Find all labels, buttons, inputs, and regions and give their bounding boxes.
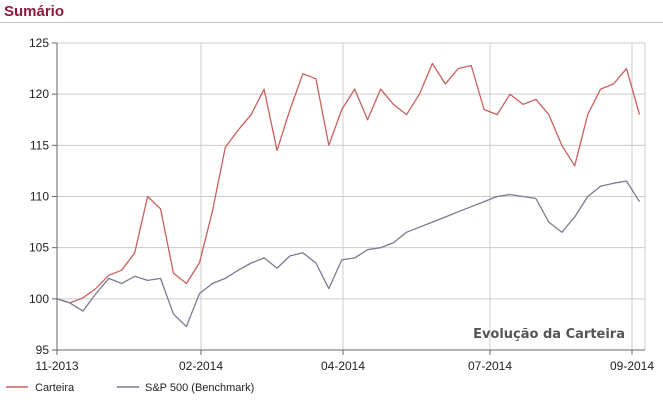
- chart-axes: [52, 42, 645, 355]
- chart-tick-labels: 95 100 105 110 115 120 125 11-2013 02-2014 04-201…: [29, 36, 654, 373]
- y-tick-label: 100: [29, 292, 49, 306]
- series-line-carteira: [56, 62, 641, 304]
- y-tick-label: 120: [29, 87, 49, 101]
- x-tick-label: 02-2014: [179, 359, 223, 373]
- y-tick-label: 105: [29, 241, 49, 255]
- y-tick-label: 115: [30, 138, 49, 152]
- legend-label-benchmark: S&P 500 (Benchmark): [145, 382, 254, 394]
- chart-title: Evolução da Carteira: [473, 327, 625, 342]
- y-tick-label: 95: [36, 343, 50, 357]
- x-tick-label: 07-2014: [468, 359, 512, 373]
- y-tick-label: 110: [30, 190, 49, 204]
- chart-grid: [57, 42, 646, 351]
- x-tick-label: 11-2013: [35, 359, 78, 373]
- section-title: Sumário: [4, 3, 65, 20]
- legend-label-carteira: Carteira: [35, 382, 75, 394]
- title-divider: [0, 22, 663, 23]
- series-line-benchmark: [56, 180, 641, 328]
- chart-series: [56, 62, 641, 328]
- chart-legend: Carteira S&P 500 (Benchmark): [6, 382, 254, 394]
- x-tick-label: 09-2014: [610, 359, 654, 373]
- y-tick-label: 125: [29, 36, 49, 50]
- x-tick-label: 04-2014: [321, 359, 365, 373]
